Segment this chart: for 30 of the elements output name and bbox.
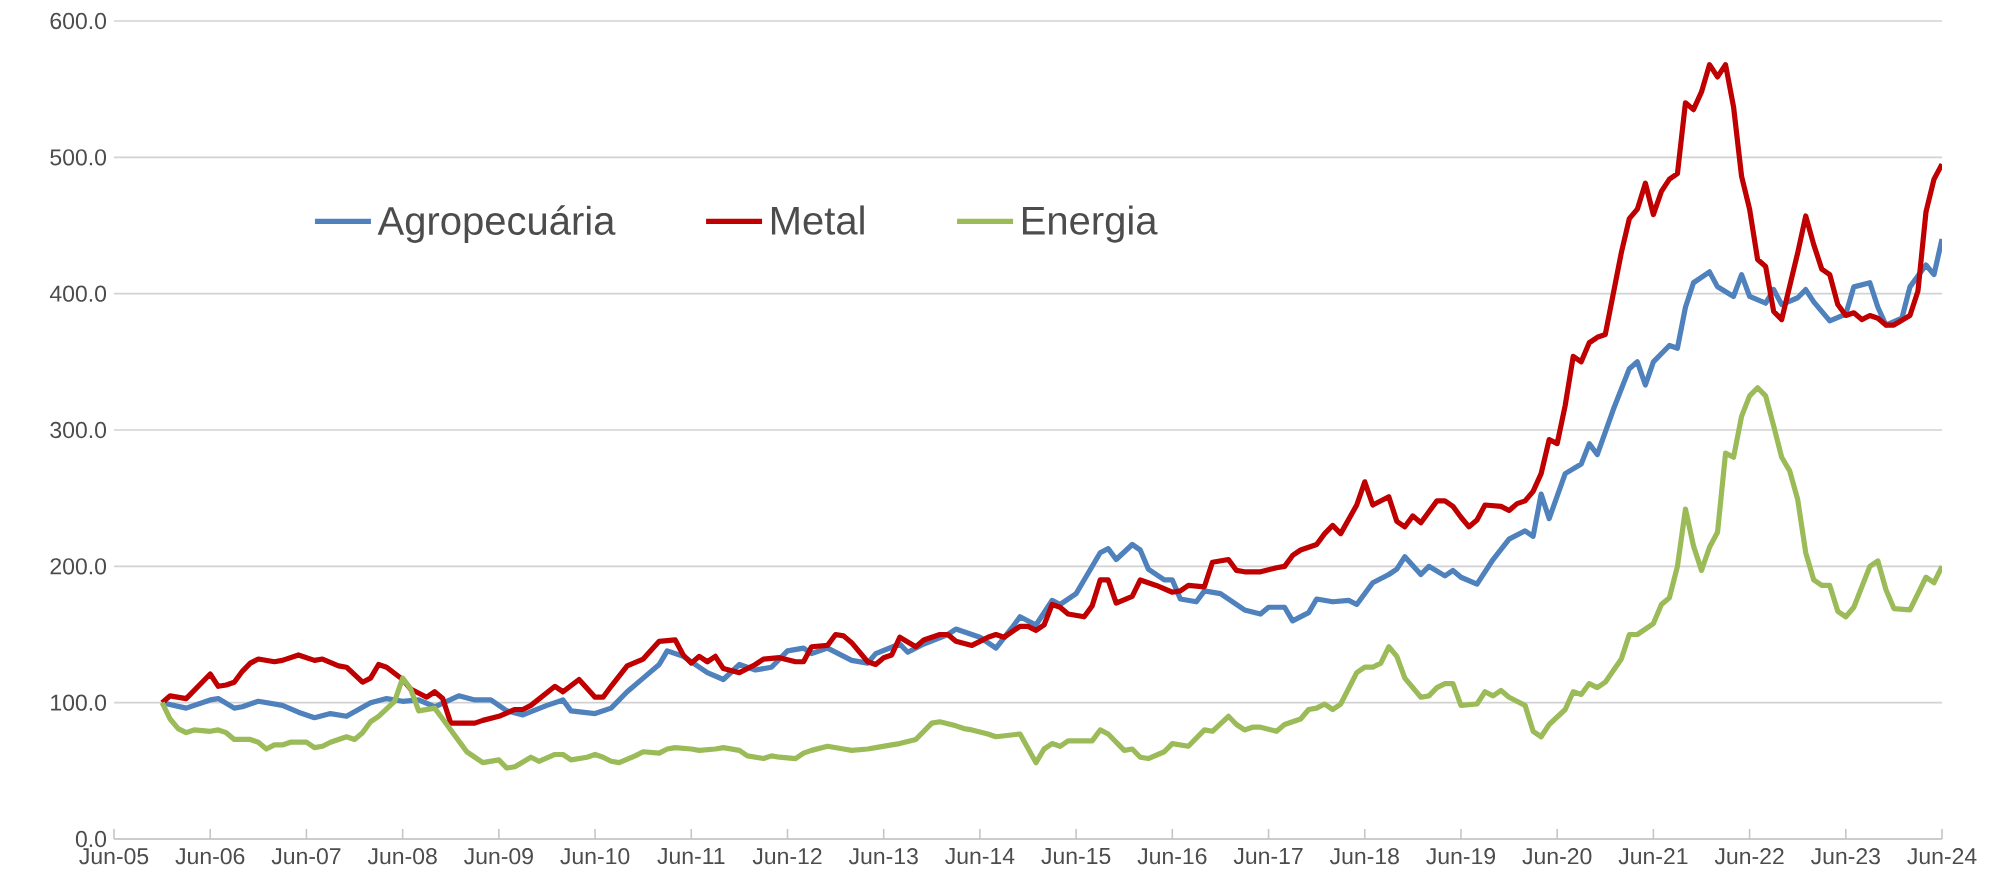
x-tick-label: Jun-20 bbox=[1522, 848, 1592, 865]
y-tick-label: 300.0 bbox=[50, 421, 107, 439]
legend-label: Energia bbox=[1022, 205, 1158, 243]
y-tick-label: 500.0 bbox=[50, 149, 107, 166]
legend-label: Agropecuária bbox=[377, 205, 616, 243]
x-tick-label: Jun-16 bbox=[1137, 848, 1207, 865]
y-tick-label: 0.0 bbox=[75, 830, 107, 848]
x-tick-label: Jun-07 bbox=[271, 848, 341, 865]
x-tick-label: Jun-22 bbox=[1714, 848, 1784, 865]
x-tick-label: Jun-19 bbox=[1426, 848, 1496, 865]
y-tick-label: 100.0 bbox=[51, 694, 107, 711]
x-tick-label: Jun-06 bbox=[175, 848, 245, 865]
x-tick-label: Jun-08 bbox=[367, 848, 437, 865]
legend-label: Metal bbox=[771, 205, 864, 235]
x-tick-label: Jun-12 bbox=[752, 848, 822, 865]
y-tick-label: 400.0 bbox=[49, 285, 107, 302]
x-tick-label: Jun-14 bbox=[945, 848, 1015, 865]
x-tick-label: Jun-21 bbox=[1618, 848, 1688, 865]
y-tick-label: 200.0 bbox=[50, 558, 107, 575]
x-tick-label: Jun-24 bbox=[1907, 848, 1977, 865]
x-tick-label: Jun-11 bbox=[657, 848, 725, 865]
x-tick-label: Jun-13 bbox=[848, 848, 918, 865]
x-tick-label: Jun-15 bbox=[1041, 848, 1111, 865]
x-tick-label: Jun-23 bbox=[1810, 848, 1880, 865]
x-tick-label: Jun-05 bbox=[79, 848, 149, 865]
x-tick-label: Jun-09 bbox=[464, 848, 533, 865]
x-tick-label: Jun-18 bbox=[1329, 848, 1399, 865]
x-tick-label: Jun-10 bbox=[560, 848, 630, 865]
x-tick-label: Jun-17 bbox=[1233, 848, 1303, 865]
y-tick-label: 600.0 bbox=[50, 12, 107, 30]
